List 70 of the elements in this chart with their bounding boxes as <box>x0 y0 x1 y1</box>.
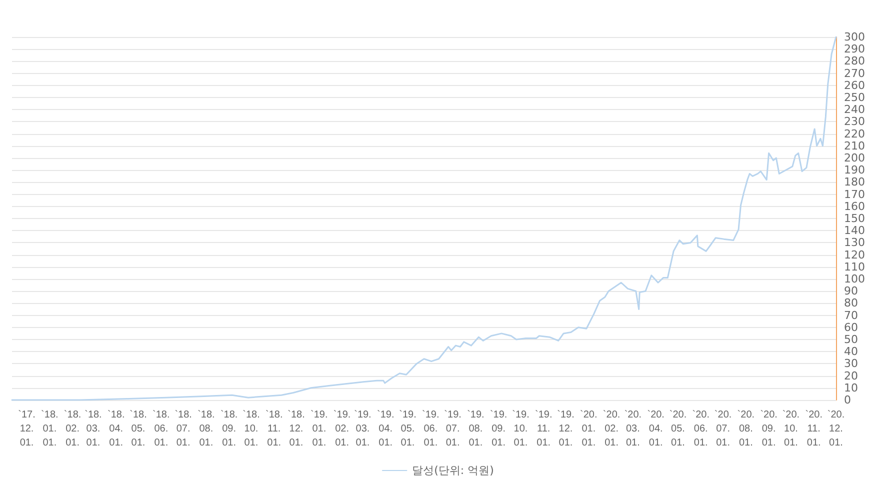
x-tick-label: `20. 12. 01. <box>827 410 845 448</box>
x-tick-label: `19. 09. 01. <box>490 410 508 448</box>
x-tick-label: `19. 06. 01. <box>422 410 440 448</box>
x-tick-label: `20. 05. 01. <box>669 410 687 448</box>
x-tick-label: `19. 11. 01. <box>534 410 552 448</box>
x-tick-label: `18. 07. 01. <box>174 410 192 448</box>
y-tick-label: 90 <box>844 284 858 298</box>
x-tick-label: `18. 01. 01. <box>41 410 58 448</box>
x-tick-label: `19. 07. 01. <box>444 410 462 448</box>
y-tick-label: 180 <box>844 176 865 189</box>
x-tick-label: `18. 10. 01. <box>242 410 260 448</box>
y-tick-label: 280 <box>844 54 865 68</box>
y-tick-label: 220 <box>844 127 865 140</box>
x-tick-label: `20. 04. 01. <box>647 410 664 448</box>
y-tick-label: 270 <box>844 66 865 80</box>
x-tick-label: `20. 03. 01. <box>624 410 642 448</box>
x-tick-label: `18. 05. 01. <box>130 410 147 448</box>
x-tick-label: `18. 03. 01. <box>84 410 102 448</box>
x-tick-label: `19. 08. 01. <box>467 410 484 448</box>
y-tick-label: 70 <box>844 308 858 322</box>
x-tick-label: `18. 11. 01. <box>265 410 283 448</box>
y-tick-label: 10 <box>844 381 858 394</box>
x-tick-label: `20. 01. 01. <box>580 410 598 448</box>
line-series <box>11 36 837 401</box>
y-tick-label: 170 <box>844 188 865 201</box>
x-tick-label: `18. 12. 01. <box>288 410 305 448</box>
y-tick-label: 150 <box>844 212 865 225</box>
y-tick-label: 20 <box>844 369 858 382</box>
x-tick-label: `18. 09. 01. <box>220 410 238 448</box>
y-tick-label: 260 <box>844 78 865 92</box>
x-tick-label: `20. 06. 01. <box>692 410 710 448</box>
x-tick-label: `19. 02. 01. <box>333 410 351 448</box>
y-tick-label: 140 <box>844 224 865 238</box>
x-tick-label: `20. 09. 01. <box>760 410 778 448</box>
y-tick-label: 300 <box>844 30 865 44</box>
y-tick-label: 40 <box>844 345 858 358</box>
x-tick-label: `18. 08. 01. <box>198 410 215 448</box>
y-tick-label: 250 <box>844 91 865 104</box>
x-tick-label: `20. 10. 01. <box>782 410 800 448</box>
y-tick-label: 100 <box>844 272 865 286</box>
y-tick-label: 210 <box>844 139 865 152</box>
x-tick-label: `19. 05. 01. <box>399 410 416 448</box>
x-tick-label: `19. 03. 01. <box>354 410 372 448</box>
y-tick-label: 200 <box>844 152 865 164</box>
y-tick-label: 0 <box>844 394 851 406</box>
y-tick-label: 290 <box>844 42 865 56</box>
y-tick-label: 30 <box>844 357 858 370</box>
y-tick-label: 110 <box>844 260 865 274</box>
x-tick-label: `19. 12. 01. <box>557 410 574 448</box>
x-tick-label: `20. 08. 01. <box>737 410 755 448</box>
y-tick-label: 230 <box>844 115 865 128</box>
x-tick-label: `20. 11. 01. <box>805 410 822 448</box>
x-tick-label: `19. 10. 01. <box>512 410 530 448</box>
y-tick-label: 120 <box>844 248 865 262</box>
y-tick-label: 60 <box>844 320 858 334</box>
x-tick-label: `20. 07. 01. <box>714 410 732 448</box>
y-tick-label: 80 <box>844 296 858 310</box>
x-tick-label: `18. 06. 01. <box>152 410 170 448</box>
legend-label: 달성(단위: 억원) <box>412 464 494 477</box>
x-tick-label: `19. 01. 01. <box>310 410 328 448</box>
x-tick-label: `18. 02. 01. <box>64 410 82 448</box>
x-tick-label: `17. 12. 01. <box>18 410 36 448</box>
y-tick-label: 130 <box>844 236 865 250</box>
y-tick-label: 160 <box>844 200 865 213</box>
y-tick-label: 240 <box>844 103 865 116</box>
y-tick-label: 190 <box>844 164 865 177</box>
x-tick-label: `20. 02. 01. <box>602 410 620 448</box>
x-tick-label: `18. 04. 01. <box>107 410 125 448</box>
y-tick-label: 50 <box>844 333 858 346</box>
x-tick-label: `19. 04. 01. <box>376 410 394 448</box>
